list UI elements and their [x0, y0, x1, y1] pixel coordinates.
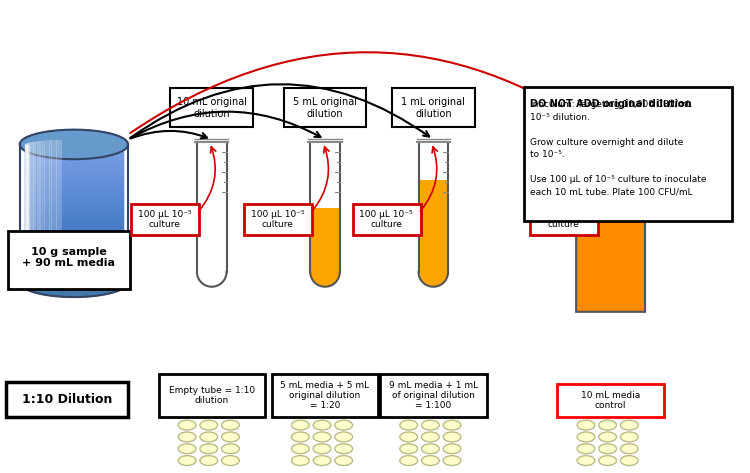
FancyBboxPatch shape	[380, 374, 487, 417]
Ellipse shape	[577, 455, 595, 465]
FancyBboxPatch shape	[6, 382, 128, 417]
FancyBboxPatch shape	[170, 88, 253, 127]
Ellipse shape	[314, 432, 331, 442]
Ellipse shape	[200, 432, 217, 442]
Text: 9 mL media + 1 mL
of original dilution
= 1:100: 9 mL media + 1 mL of original dilution =…	[388, 381, 478, 411]
Ellipse shape	[221, 455, 239, 465]
Text: 10 g sample
+ 90 mL media: 10 g sample + 90 mL media	[22, 247, 116, 269]
Polygon shape	[20, 268, 128, 297]
Polygon shape	[577, 212, 644, 310]
FancyBboxPatch shape	[524, 88, 732, 221]
Ellipse shape	[620, 420, 638, 430]
Ellipse shape	[334, 444, 352, 454]
Text: 5 mL media + 5 mL
original dilution
= 1:20: 5 mL media + 5 mL original dilution = 1:…	[280, 381, 370, 411]
Text: 100 µL 10⁻⁵
culture: 100 µL 10⁻⁵ culture	[138, 210, 191, 229]
Ellipse shape	[314, 444, 331, 454]
Ellipse shape	[598, 455, 616, 465]
Ellipse shape	[334, 455, 352, 465]
Ellipse shape	[400, 420, 418, 430]
FancyBboxPatch shape	[272, 374, 378, 417]
Ellipse shape	[443, 444, 461, 454]
Ellipse shape	[178, 420, 196, 430]
Ellipse shape	[422, 444, 440, 454]
FancyBboxPatch shape	[530, 203, 598, 235]
Ellipse shape	[314, 455, 331, 465]
FancyBboxPatch shape	[352, 203, 421, 235]
Polygon shape	[419, 272, 448, 287]
FancyBboxPatch shape	[131, 203, 199, 235]
Ellipse shape	[400, 432, 418, 442]
Ellipse shape	[334, 420, 352, 430]
Ellipse shape	[422, 420, 440, 430]
Ellipse shape	[620, 455, 638, 465]
Polygon shape	[419, 180, 447, 272]
FancyBboxPatch shape	[158, 374, 265, 417]
Text: DO NOT ADD original dilution: DO NOT ADD original dilution	[530, 99, 692, 109]
Ellipse shape	[577, 420, 595, 430]
Polygon shape	[20, 130, 128, 159]
Ellipse shape	[292, 444, 309, 454]
Ellipse shape	[443, 432, 461, 442]
Ellipse shape	[422, 432, 440, 442]
Text: 100 µL 10⁻⁵
culture: 100 µL 10⁻⁵ culture	[536, 210, 590, 229]
Ellipse shape	[620, 432, 638, 442]
FancyBboxPatch shape	[535, 91, 686, 117]
Text: 10 mL original
dilution: 10 mL original dilution	[177, 97, 247, 119]
Ellipse shape	[200, 444, 217, 454]
Ellipse shape	[221, 444, 239, 454]
Ellipse shape	[221, 432, 239, 442]
Text: 1:10 Dilution: 1:10 Dilution	[22, 393, 112, 406]
FancyBboxPatch shape	[284, 88, 366, 127]
Ellipse shape	[598, 432, 616, 442]
Ellipse shape	[314, 420, 331, 430]
FancyBboxPatch shape	[8, 231, 130, 289]
Ellipse shape	[443, 455, 461, 465]
Ellipse shape	[292, 455, 309, 465]
Text: Empty tube = 1:10
dilution: Empty tube = 1:10 dilution	[169, 386, 255, 405]
Ellipse shape	[620, 444, 638, 454]
Ellipse shape	[292, 432, 309, 442]
Ellipse shape	[178, 455, 196, 465]
Text: 100 µL 10⁻⁵
culture: 100 µL 10⁻⁵ culture	[359, 210, 413, 229]
Ellipse shape	[598, 444, 616, 454]
Text: 10 mL media
control: 10 mL media control	[581, 391, 640, 410]
Text: 1 mL original
dilution: 1 mL original dilution	[401, 97, 465, 119]
Ellipse shape	[400, 455, 418, 465]
Ellipse shape	[577, 432, 595, 442]
FancyBboxPatch shape	[244, 203, 312, 235]
Ellipse shape	[221, 420, 239, 430]
Ellipse shape	[200, 455, 217, 465]
Ellipse shape	[422, 455, 440, 465]
FancyBboxPatch shape	[392, 88, 475, 127]
Text: 100 µL 10⁻⁵
culture: 100 µL 10⁻⁵ culture	[251, 210, 305, 229]
Ellipse shape	[292, 420, 309, 430]
Ellipse shape	[178, 444, 196, 454]
FancyBboxPatch shape	[557, 384, 664, 417]
Text: Inoculum: Targeting 10,000 CFU/mL
10⁻⁵ dilution.

Grow culture overnight and dil: Inoculum: Targeting 10,000 CFU/mL 10⁻⁵ d…	[530, 100, 706, 197]
Polygon shape	[311, 209, 339, 272]
Ellipse shape	[443, 420, 461, 430]
Ellipse shape	[334, 432, 352, 442]
Text: 5 mL original
dilution: 5 mL original dilution	[293, 97, 357, 119]
Ellipse shape	[200, 420, 217, 430]
Polygon shape	[310, 272, 340, 287]
Ellipse shape	[577, 444, 595, 454]
Ellipse shape	[178, 432, 196, 442]
Ellipse shape	[598, 420, 616, 430]
Ellipse shape	[400, 444, 418, 454]
